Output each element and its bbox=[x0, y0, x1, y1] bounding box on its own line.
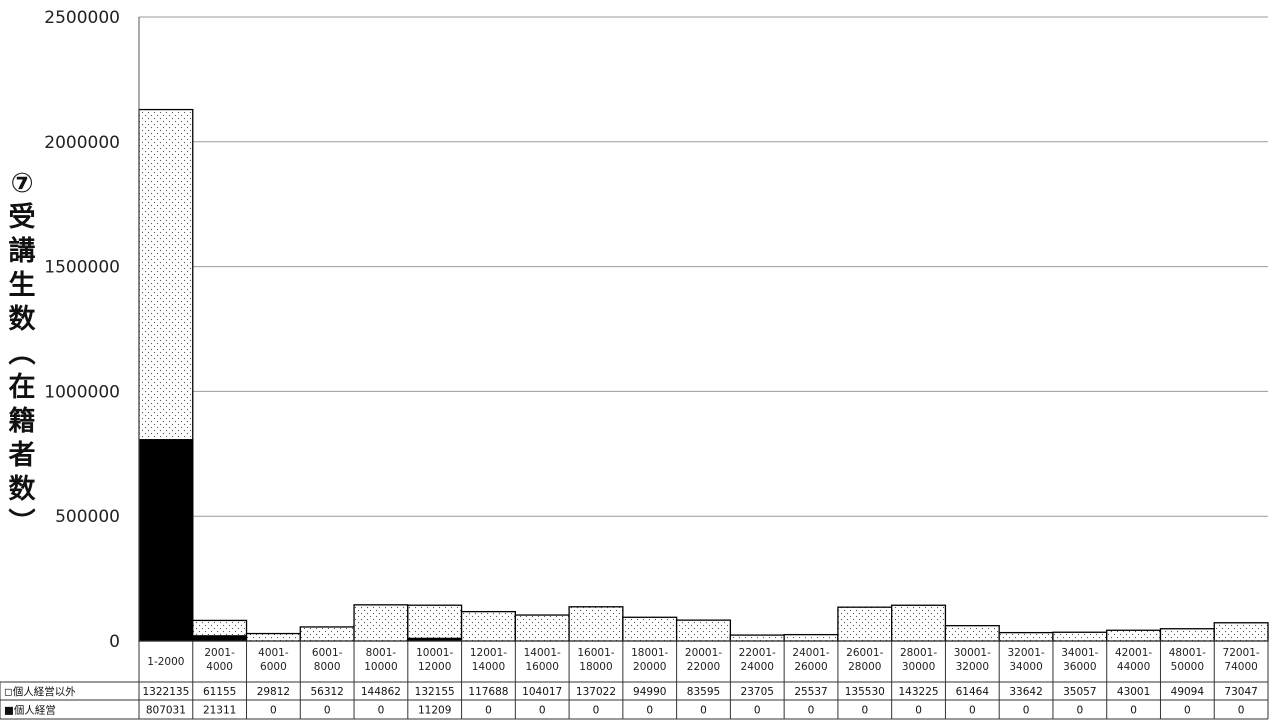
data-label: 73047 bbox=[1224, 686, 1257, 698]
bar-segment-non-individual bbox=[1213, 622, 1269, 642]
bar-segment-non-individual bbox=[891, 604, 947, 642]
bar-segment-individual bbox=[192, 635, 248, 642]
data-label: 143225 bbox=[899, 686, 939, 698]
data-label: 0 bbox=[593, 705, 600, 717]
category-label: 4001-6000 bbox=[258, 647, 289, 673]
bars bbox=[138, 108, 1269, 642]
bar-segment-non-individual bbox=[729, 634, 785, 642]
data-label: 0 bbox=[915, 705, 922, 717]
category-label: 24001-26000 bbox=[792, 647, 829, 673]
category-label: 8001-10000 bbox=[364, 647, 397, 673]
y-axis: 0 500000 1000000 1500000 2000000 2500000 bbox=[44, 8, 140, 652]
data-label: 0 bbox=[861, 705, 868, 717]
bar-segment-non-individual bbox=[1159, 628, 1215, 642]
data-label: 0 bbox=[700, 705, 707, 717]
data-label: 0 bbox=[485, 705, 492, 717]
data-label: 83595 bbox=[687, 686, 720, 698]
legend-entry: ■個人経営 bbox=[4, 704, 56, 717]
y-tick-label: 1000000 bbox=[44, 382, 120, 402]
data-label: 137022 bbox=[576, 686, 616, 698]
bar-segment-non-individual bbox=[514, 614, 570, 642]
category-label: 26001-28000 bbox=[846, 647, 883, 673]
bar-segment-non-individual bbox=[675, 619, 732, 642]
data-label: 29812 bbox=[257, 686, 290, 698]
data-label: 0 bbox=[754, 705, 761, 717]
data-label: 0 bbox=[378, 705, 385, 717]
data-label: 135530 bbox=[845, 686, 885, 698]
category-label: 18001-20000 bbox=[631, 647, 668, 673]
category-label: 72001-74000 bbox=[1223, 647, 1260, 673]
bar-segment-non-individual bbox=[299, 626, 355, 642]
category-label: 22001-24000 bbox=[739, 647, 776, 673]
bar-segment-non-individual bbox=[783, 633, 839, 642]
data-label: 132155 bbox=[415, 686, 455, 698]
category-label: 12001-14000 bbox=[470, 647, 507, 673]
data-label: 104017 bbox=[522, 686, 562, 698]
category-label: 42001-44000 bbox=[1115, 647, 1152, 673]
category-label: 20001-22000 bbox=[685, 647, 722, 673]
data-label: 35057 bbox=[1063, 686, 1096, 698]
data-label: 61155 bbox=[203, 686, 236, 698]
category-label: 32001-34000 bbox=[1007, 647, 1044, 673]
bar-segment-non-individual bbox=[407, 604, 463, 642]
category-label: 14001-16000 bbox=[524, 647, 561, 673]
data-label: 117688 bbox=[468, 686, 508, 698]
data-label: 0 bbox=[1076, 705, 1083, 717]
bar-segment-individual bbox=[138, 439, 194, 642]
data-label: 0 bbox=[808, 705, 815, 717]
bar-segment-non-individual bbox=[568, 606, 624, 642]
data-label: 49094 bbox=[1171, 686, 1205, 698]
y-tick-label: 2500000 bbox=[44, 8, 120, 28]
data-label: 25537 bbox=[794, 686, 827, 698]
data-label: 33642 bbox=[1009, 686, 1042, 698]
bar-segment-non-individual bbox=[998, 631, 1054, 642]
bar-segment-non-individual bbox=[837, 606, 893, 642]
category-label: 30001-32000 bbox=[954, 647, 991, 673]
y-tick-label: 0 bbox=[109, 632, 120, 652]
y-tick-label: 2000000 bbox=[44, 133, 120, 153]
y-axis-label: ⑦ 受講生数︵在籍者数︶ bbox=[9, 168, 37, 539]
category-label: 34001-36000 bbox=[1061, 647, 1098, 673]
data-label: 0 bbox=[1023, 705, 1030, 717]
bar-segment-non-individual bbox=[353, 604, 409, 642]
legend-entry: ◻個人経営以外 bbox=[4, 685, 76, 698]
bar-segment-non-individual bbox=[622, 616, 678, 642]
data-label: 0 bbox=[324, 705, 331, 717]
data-label: 0 bbox=[539, 705, 546, 717]
bar-segment-non-individual bbox=[1106, 629, 1162, 642]
data-label: 1322135 bbox=[142, 686, 189, 698]
data-label: 0 bbox=[1130, 705, 1137, 717]
data-label: 94990 bbox=[633, 686, 666, 698]
category-label: 10001-12000 bbox=[416, 647, 453, 673]
data-label: 144862 bbox=[361, 686, 401, 698]
data-label: 0 bbox=[1238, 705, 1245, 717]
bar-segment-non-individual bbox=[1052, 631, 1108, 642]
category-label: 2001-4000 bbox=[204, 647, 235, 673]
y-tick-label: 500000 bbox=[55, 507, 120, 527]
data-label: 807031 bbox=[146, 705, 186, 717]
data-label: 0 bbox=[969, 705, 976, 717]
bar-segment-non-individual bbox=[245, 632, 301, 642]
data-label: 0 bbox=[646, 705, 653, 717]
data-table: 1-2000 2001-4000 4001-6000 6001-8000 8001-10… bbox=[0, 640, 1269, 720]
category-label: 28001-30000 bbox=[900, 647, 937, 673]
data-label: 61464 bbox=[956, 686, 990, 698]
category-label: 48001-50000 bbox=[1169, 647, 1206, 673]
data-label: 56312 bbox=[310, 686, 343, 698]
category-label: 1-2000 bbox=[147, 656, 184, 668]
category-label: 16001-18000 bbox=[577, 647, 614, 673]
gridlines bbox=[139, 16, 1268, 517]
data-label: 43001 bbox=[1117, 686, 1150, 698]
data-label: 0 bbox=[1184, 705, 1191, 717]
data-label: 21311 bbox=[203, 705, 236, 717]
y-tick-label: 1500000 bbox=[44, 258, 120, 278]
bar-segment-non-individual bbox=[460, 610, 516, 642]
data-label: 11209 bbox=[418, 705, 451, 717]
bar-segment-non-individual bbox=[944, 625, 1000, 642]
data-label: 23705 bbox=[741, 686, 774, 698]
data-label: 0 bbox=[270, 705, 277, 717]
category-label: 6001-8000 bbox=[312, 647, 343, 673]
